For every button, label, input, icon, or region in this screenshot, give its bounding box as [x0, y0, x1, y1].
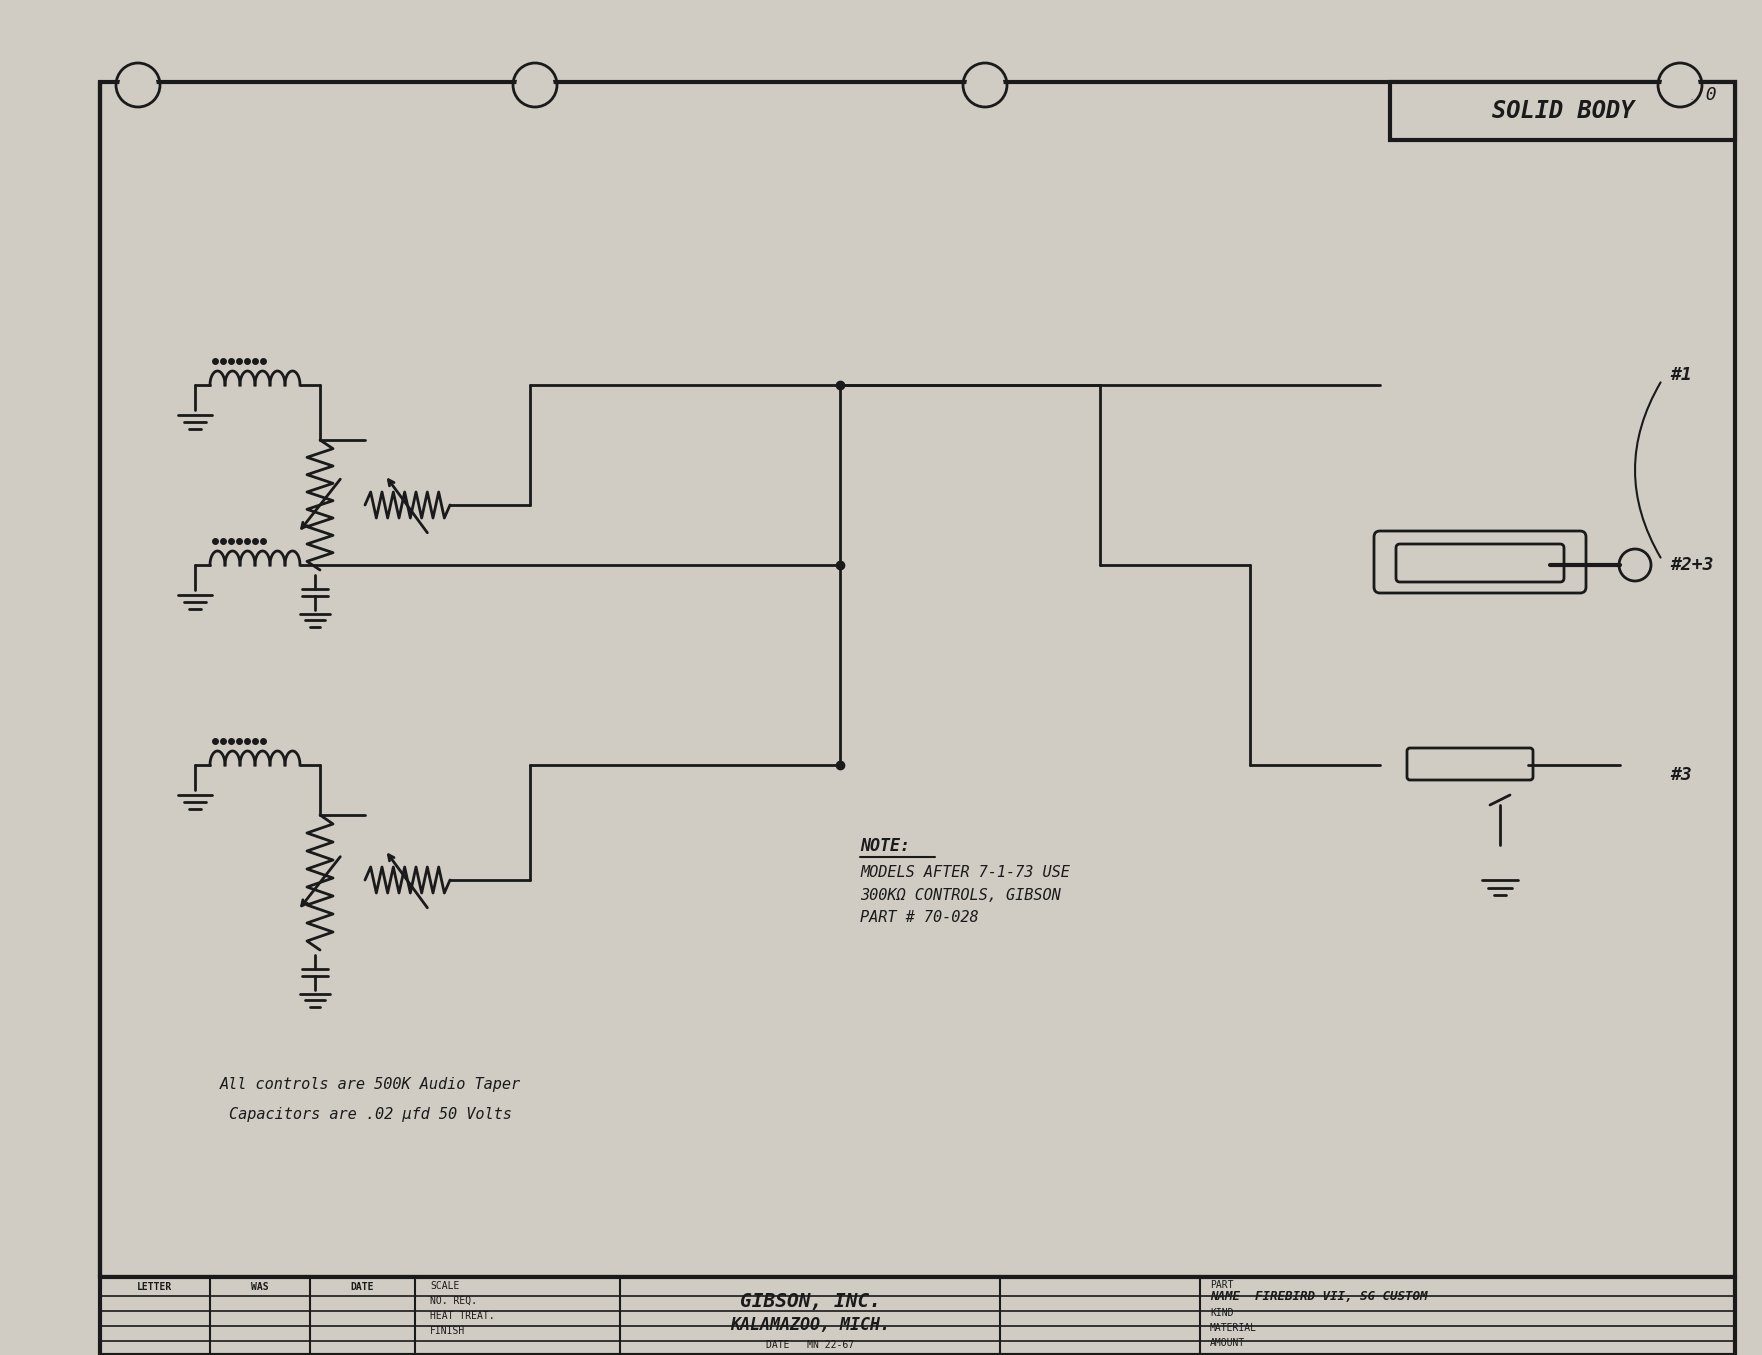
Circle shape [516, 66, 553, 103]
Text: MATERIAL: MATERIAL [1210, 1322, 1256, 1333]
Text: DATE: DATE [351, 1282, 374, 1293]
Text: GIBSON, INC.: GIBSON, INC. [740, 1291, 881, 1310]
Text: MODELS AFTER 7-1-73 USE: MODELS AFTER 7-1-73 USE [860, 864, 1070, 879]
Text: PART # 70-028: PART # 70-028 [860, 911, 978, 925]
Bar [100, 1276, 1736, 1355]
Text: KIND: KIND [1210, 1308, 1233, 1318]
Circle shape [120, 66, 157, 103]
FancyBboxPatch shape [1396, 543, 1565, 583]
Text: NO. REQ.: NO. REQ. [430, 1295, 478, 1306]
Text: 300KΩ CONTROLS, GIBSON: 300KΩ CONTROLS, GIBSON [860, 888, 1061, 902]
Text: SCALE: SCALE [430, 1280, 460, 1291]
Text: LETTER: LETTER [137, 1282, 173, 1293]
Circle shape [967, 66, 1003, 103]
Text: AMOUNT: AMOUNT [1210, 1337, 1246, 1348]
Text: NAME  FIREBIRD VII, SG CUSTOM: NAME FIREBIRD VII, SG CUSTOM [1210, 1290, 1427, 1302]
Text: #3: #3 [1670, 766, 1692, 785]
Text: SOLID BODY: SOLID BODY [1492, 99, 1633, 123]
Bar [100, 83, 1736, 1276]
Text: NOTE:: NOTE: [860, 837, 909, 855]
Text: FINISH: FINISH [430, 1327, 465, 1336]
Text: HEAT TREAT.: HEAT TREAT. [430, 1312, 495, 1321]
FancyBboxPatch shape [1374, 531, 1586, 593]
Text: #2+3: #2+3 [1670, 556, 1713, 575]
Circle shape [1662, 66, 1699, 103]
Text: KALAMAZOO, MICH.: KALAMAZOO, MICH. [729, 1316, 890, 1335]
Text: Capacitors are .02 μfd 50 Volts: Capacitors are .02 μfd 50 Volts [229, 1107, 511, 1122]
Text: DATE   MN 22-67: DATE MN 22-67 [766, 1340, 855, 1350]
Bar [1390, 83, 1736, 140]
Text: All controls are 500K Audio Taper: All controls are 500K Audio Taper [220, 1077, 520, 1092]
Text: PART: PART [1210, 1280, 1233, 1290]
Text: WAS: WAS [252, 1282, 270, 1293]
Text: 1 0: 1 0 [1684, 85, 1716, 104]
FancyBboxPatch shape [1408, 748, 1533, 780]
Text: #1: #1 [1670, 366, 1692, 383]
